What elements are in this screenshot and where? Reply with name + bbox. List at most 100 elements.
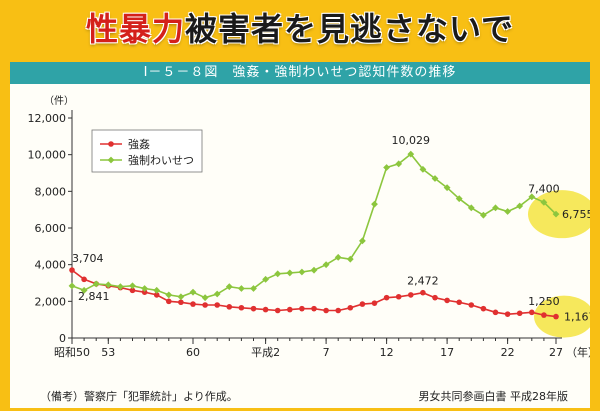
- data-point: [92, 280, 100, 288]
- data-point: [274, 270, 282, 278]
- x-axis-label: （年）: [566, 345, 590, 359]
- data-point: [480, 211, 487, 219]
- data-point: [178, 299, 184, 306]
- legend-marker: [108, 141, 114, 147]
- data-point: [298, 268, 306, 276]
- data-label: 2,472: [407, 275, 439, 288]
- data-point: [322, 261, 330, 269]
- data-point: [68, 282, 76, 290]
- data-point: [420, 289, 426, 296]
- data-point: [552, 210, 560, 218]
- y-tick-label: 12,000: [28, 112, 67, 125]
- x-tick-label: 平成2: [251, 346, 280, 359]
- x-tick-label: 22: [501, 346, 515, 359]
- data-point: [504, 208, 511, 215]
- data-point: [359, 301, 366, 307]
- x-tick-label: 60: [186, 346, 200, 359]
- data-point: [165, 291, 173, 299]
- data-label: 10,029: [392, 134, 431, 147]
- y-tick-label: 6,000: [35, 222, 67, 235]
- data-point: [335, 307, 342, 314]
- data-point: [455, 195, 463, 203]
- data-point: [81, 276, 87, 283]
- data-point: [347, 304, 354, 311]
- data-point: [468, 302, 475, 308]
- data-point: [395, 293, 402, 300]
- data-point: [80, 286, 88, 294]
- data-point: [359, 237, 366, 245]
- x-tick-label: 27: [549, 346, 563, 359]
- data-point: [346, 255, 354, 263]
- legend-label: 強制わいせつ: [128, 154, 194, 167]
- legend-label: 強姦: [128, 137, 150, 151]
- legend-marker: [107, 156, 115, 164]
- data-point: [395, 160, 403, 168]
- data-point: [528, 193, 536, 201]
- y-tick-label: 0: [59, 332, 66, 345]
- data-point: [371, 300, 378, 306]
- data-point: [553, 313, 559, 320]
- data-point: [371, 200, 378, 208]
- chart-panel: 0 2,000 4,000 6,000 8,000 10,000 12,000 （件） 昭和50…: [10, 62, 590, 408]
- y-tick-label: 10,000: [28, 149, 67, 162]
- data-point: [432, 294, 438, 301]
- footnote: （備考）警察庁「犯罪統計」より作成。: [40, 390, 238, 403]
- data-point: [262, 275, 269, 283]
- data-point: [408, 292, 414, 298]
- x-tick-label: 53: [101, 346, 115, 359]
- line-chart: 0 2,000 4,000 6,000 8,000 10,000 12,000 （件） 昭和50…: [28, 95, 590, 359]
- data-point: [287, 306, 293, 313]
- headline-highlight: 性暴力: [85, 10, 185, 48]
- data-point: [540, 198, 548, 206]
- data-point: [141, 289, 148, 295]
- data-point: [166, 298, 172, 305]
- data-point: [383, 164, 390, 171]
- data-point: [104, 281, 112, 289]
- data-point: [407, 150, 415, 158]
- data-point: [516, 310, 523, 317]
- data-point: [443, 184, 451, 192]
- data-point: [129, 287, 136, 294]
- data-point: [190, 301, 196, 307]
- legend-box: [91, 129, 203, 173]
- data-point: [238, 285, 245, 292]
- data-point: [214, 302, 220, 308]
- data-point: [334, 253, 342, 261]
- headline: 性暴力被害者を見逃さないで: [0, 4, 600, 54]
- y-tick-label: 8,000: [35, 185, 67, 198]
- series-line-indecent-assault: [71, 152, 557, 299]
- data-label: 2,841: [78, 290, 110, 303]
- x-tick-label: 昭和50: [54, 346, 90, 359]
- data-point: [286, 269, 294, 277]
- data-point: [492, 204, 499, 212]
- data-point: [311, 305, 317, 312]
- data-point: [383, 294, 390, 301]
- data-point: [69, 267, 75, 273]
- data-point: [419, 165, 427, 173]
- data-point: [529, 309, 535, 316]
- data-point: [492, 309, 499, 316]
- y-tick-label: 2,000: [35, 295, 67, 308]
- data-point: [201, 294, 209, 302]
- data-point: [299, 305, 305, 312]
- x-tick-label: 12: [380, 346, 394, 359]
- data-point: [177, 293, 185, 301]
- data-point: [274, 307, 281, 314]
- data-point: [310, 266, 318, 274]
- data-point: [117, 283, 124, 291]
- x-tick-label: 17: [440, 346, 454, 359]
- data-point: [323, 307, 329, 314]
- data-point: [456, 299, 463, 306]
- data-point: [202, 302, 208, 308]
- data-label: 3,704: [72, 252, 104, 265]
- chart-banner: Ⅰ－５－８図 強姦・強制わいせつ認知件数の推移: [10, 62, 590, 84]
- data-point: [129, 282, 136, 290]
- data-point: [480, 305, 487, 312]
- data-label: 1,250: [528, 295, 560, 308]
- source-citation: 男女共同参画白書 平成28年版: [418, 390, 569, 403]
- data-point: [262, 306, 269, 313]
- headline-rest: 被害者を見逃さないで: [184, 10, 515, 48]
- data-point: [153, 292, 160, 298]
- data-point: [541, 312, 547, 318]
- highlight-circle: [534, 295, 590, 338]
